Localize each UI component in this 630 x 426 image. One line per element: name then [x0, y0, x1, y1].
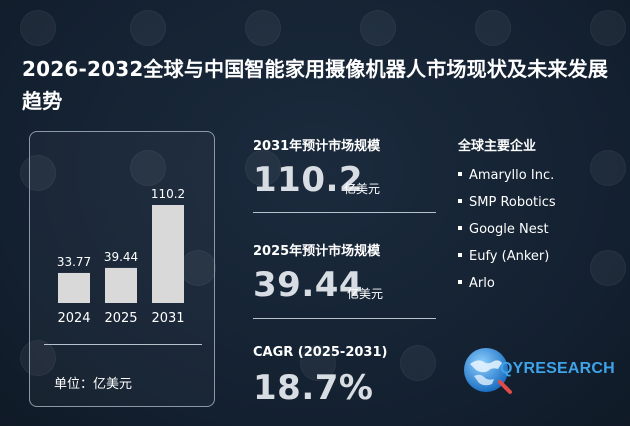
watermark-icon [300, 345, 336, 381]
bar-2024 [58, 272, 90, 303]
stat-2025-value: 39.44 [253, 265, 364, 305]
x-tick-label-2024: 2024 [57, 311, 90, 326]
watermark-icon [20, 340, 56, 376]
stat-2031-label: 2031年预计市场规模 [253, 139, 381, 154]
company-name: Amaryllo Inc. [469, 168, 555, 183]
bullet-icon [458, 171, 462, 176]
stat-2031-unit: 亿美元 [344, 182, 381, 196]
cagr-label: CAGR (2025-2031) [253, 345, 388, 360]
companies-title: 全球主要企业 [458, 139, 537, 154]
watermark-icon [360, 10, 396, 46]
company-item: SMP Robotics [458, 195, 556, 210]
stat-2025-label: 2025年预计市场规模 [253, 244, 381, 259]
bar-2025 [105, 267, 137, 303]
company-name: Arlo [469, 276, 495, 291]
page-title: 2026-2032全球与中国智能家用摄像机器人市场现状及未来发展趋势 [22, 57, 609, 113]
company-item: Amaryllo Inc. [458, 168, 554, 183]
watermark-icon [130, 150, 166, 186]
data-label-2025: 39.44 [104, 250, 138, 264]
company-name: Eufy (Anker) [469, 249, 550, 264]
company-name: SMP Robotics [469, 195, 556, 210]
stat-2031-value: 110.2 [253, 160, 364, 200]
x-tick-label-2025: 2025 [104, 311, 137, 326]
watermark-icon [180, 250, 216, 286]
watermark-icon [590, 250, 626, 286]
bar-chart: 33.77 2024 39.44 2025 110.2 2031 [57, 187, 185, 326]
data-label-2024: 33.77 [57, 255, 91, 269]
bullet-icon [458, 252, 462, 257]
bullet-icon [458, 198, 462, 203]
unit-label: 单位：亿美元 [54, 377, 133, 392]
watermark-icon [20, 155, 56, 191]
chart-baseline [44, 344, 202, 345]
company-item: Eufy (Anker) [458, 249, 549, 264]
watermark-icon [475, 10, 511, 46]
watermark-icon [590, 10, 626, 46]
stat-2025-unit: 亿美元 [347, 287, 384, 301]
bullet-icon [458, 225, 462, 230]
watermark-icon [20, 10, 56, 46]
company-name: Google Nest [469, 222, 549, 237]
globe-icon [464, 348, 512, 394]
watermark-icon [590, 150, 626, 186]
watermark-icon [130, 10, 166, 46]
bar-2031 [152, 205, 184, 303]
cagr-value: 18.7% [253, 368, 374, 408]
divider [253, 212, 436, 213]
logo-text: QYRESEARCH [500, 360, 615, 377]
company-item: Google Nest [458, 222, 549, 237]
x-tick-label-2031: 2031 [151, 311, 184, 326]
data-label-2031: 110.2 [151, 187, 185, 201]
watermark-icon [245, 10, 281, 46]
divider [253, 318, 436, 319]
qyresearch-logo: QYRESEARCH [460, 330, 615, 410]
company-item: Arlo [458, 276, 495, 291]
chart-panel: 33.77 2024 39.44 2025 110.2 2031 单位：亿美元 [29, 131, 215, 407]
watermark-icon [400, 345, 436, 381]
watermark-icon [245, 150, 281, 186]
bullet-icon [458, 279, 462, 284]
